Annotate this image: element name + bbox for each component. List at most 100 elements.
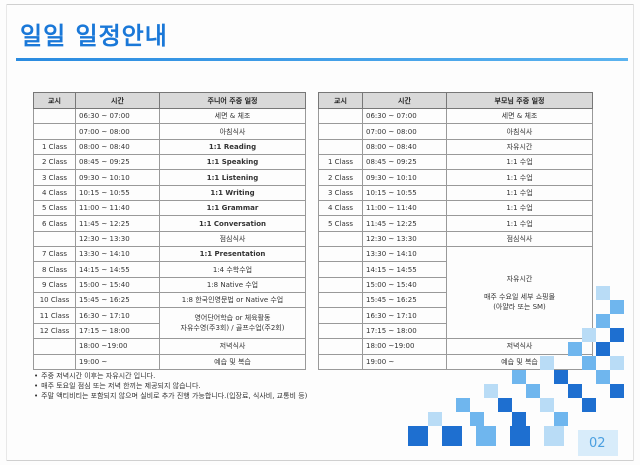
- table-row: 12 Class 17:15 ~ 18:00: [33, 322, 306, 340]
- deco-square: [578, 430, 618, 456]
- activity-cell: 1:1 수업: [446, 169, 593, 186]
- table-header-row: 교시 시간 부모님 주중 일정: [318, 92, 593, 109]
- deco-square: [596, 342, 610, 356]
- frame-left-border: [6, 4, 7, 461]
- deco-square: [408, 426, 428, 446]
- time-cell: 15:00 ~ 15:40: [362, 276, 447, 294]
- deco-square: [596, 286, 610, 300]
- time-cell: 18:00 ~19:00: [362, 338, 447, 355]
- period-cell: [318, 322, 363, 340]
- table-row: 07:00 ~ 08:00 아침식사: [318, 123, 593, 140]
- deco-square: [582, 356, 596, 370]
- deco-square: [554, 412, 568, 426]
- period-cell: 9 Class: [33, 276, 76, 294]
- deco-square: [610, 384, 624, 398]
- activity-cell: 1:1 수업: [446, 215, 593, 232]
- time-cell: 14:15 ~ 14:55: [362, 261, 447, 278]
- time-cell: 19:00 ~: [362, 353, 447, 370]
- period-cell: 1 Class: [33, 138, 76, 156]
- deco-square: [512, 412, 526, 426]
- header-time: 시간: [75, 92, 160, 109]
- time-cell: 08:00 ~ 08:40: [362, 138, 447, 156]
- time-cell: 13:30 ~ 14:10: [362, 246, 447, 263]
- activity-cell: 1:1 수업: [446, 200, 593, 217]
- table-row: 7 Class 13:30 ~ 14:10 1:1 Presentation: [33, 246, 306, 263]
- table-row: 08:00 ~ 08:40 자유시간: [318, 138, 593, 156]
- evening-activity-cell: 영어단어학습 or 체육활동 자유수영(주3회) / 골프수업(주2회): [159, 307, 306, 340]
- junior-schedule-table: 교시 시간 주니어 주중 일정 06:30 ~ 07:00 세면 & 체조 07:…: [33, 92, 306, 370]
- deco-square: [610, 356, 624, 370]
- time-cell: 11:00 ~ 11:40: [362, 200, 447, 217]
- time-cell: 08:45 ~ 09:25: [362, 154, 447, 171]
- table-row: 5 Class 11:45 ~ 12:25 1:1 수업: [318, 215, 593, 232]
- time-cell: 17:15 ~ 18:00: [362, 322, 447, 340]
- deco-square: [596, 370, 610, 384]
- deco-square: [568, 384, 582, 398]
- time-cell: 06:30 ~ 07:00: [362, 107, 447, 125]
- deco-square: [582, 398, 596, 412]
- period-cell: 2 Class: [318, 169, 363, 186]
- table-row: 06:30 ~ 07:00 세면 & 체조: [318, 107, 593, 125]
- table-row: 12:30 ~ 13:30 점심식사: [318, 230, 593, 248]
- period-cell: 4 Class: [318, 200, 363, 217]
- free-time-note-line1: 매주 수요일 세부 쇼핑몰: [483, 292, 556, 301]
- table-row: 1 Class 08:45 ~ 09:25 1:1 수업: [318, 154, 593, 171]
- evening-activity-line2: 자유수영(주3회) / 골프수업(주2회): [180, 324, 285, 333]
- table-row: 06:30 ~ 07:00 세면 & 체조: [33, 107, 306, 125]
- period-cell: 4 Class: [33, 184, 76, 202]
- deco-square: [476, 426, 496, 446]
- time-cell: 16:30 ~ 17:10: [362, 307, 447, 324]
- deco-square: [582, 328, 596, 342]
- activity-cell: 1:1 수업: [446, 154, 593, 171]
- time-cell: 15:45 ~ 16:25: [75, 292, 160, 309]
- activity-cell: 1:8 한국인영문법 or Native 수업: [159, 292, 306, 309]
- period-cell: 5 Class: [318, 215, 363, 232]
- time-cell: 10:15 ~ 10:55: [362, 184, 447, 202]
- free-time-cell: 자유시간 매주 수요일 세부 쇼핑몰 (아얄라 또는 SM): [446, 246, 593, 340]
- header-schedule: 주니어 주중 일정: [159, 92, 306, 109]
- header-schedule: 부모님 주중 일정: [446, 92, 593, 109]
- period-cell: 3 Class: [318, 184, 363, 202]
- deco-square: [512, 370, 526, 384]
- period-cell: [318, 107, 363, 125]
- table-row: 3 Class 10:15 ~ 10:55 1:1 수업: [318, 184, 593, 202]
- activity-cell: 1:1 Listening: [159, 169, 306, 186]
- activity-cell: 예습 및 복습: [446, 353, 593, 370]
- period-cell: [33, 230, 76, 248]
- title-underline: [16, 58, 628, 61]
- time-cell: 15:00 ~ 15:40: [75, 276, 160, 294]
- activity-cell: 1:1 Presentation: [159, 246, 306, 263]
- table-row: 12:30 ~ 13:30 점심식사: [33, 230, 306, 248]
- time-cell: 19:00 ~: [75, 353, 160, 370]
- deco-square: [456, 398, 470, 412]
- table-row: 4 Class 11:00 ~ 11:40 1:1 수업: [318, 200, 593, 217]
- activity-cell: 세면 & 체조: [159, 107, 306, 125]
- time-cell: 14:15 ~ 14:55: [75, 261, 160, 278]
- period-cell: [318, 276, 363, 294]
- deco-square: [610, 300, 624, 314]
- table-row: 18:00 ~19:00 저녁식사: [318, 338, 593, 355]
- activity-cell: 세면 & 체조: [446, 107, 593, 125]
- deco-square: [540, 398, 554, 412]
- deco-square: [544, 426, 564, 446]
- table-row: 2 Class 09:30 ~ 10:10 1:1 수업: [318, 169, 593, 186]
- deco-square: [442, 426, 462, 446]
- period-cell: 8 Class: [33, 261, 76, 278]
- period-cell: [33, 353, 76, 370]
- table-row: 3 Class 09:30 ~ 10:10 1:1 Listening: [33, 169, 306, 186]
- time-cell: 12:30 ~ 13:30: [75, 230, 160, 248]
- time-cell: 07:00 ~ 08:00: [362, 123, 447, 140]
- deco-square: [540, 356, 554, 370]
- time-cell: 18:00 ~19:00: [75, 338, 160, 355]
- deco-square: [428, 412, 442, 426]
- frame-right-border: [633, 4, 634, 461]
- table-row: 11 Class 16:30 ~ 17:10 영어단어학습 or 체육활동 자유수…: [33, 307, 306, 340]
- time-cell: 12:30 ~ 13:30: [362, 230, 447, 248]
- activity-cell: 자유시간: [446, 138, 593, 156]
- period-cell: 7 Class: [33, 246, 76, 263]
- deco-square: [498, 398, 512, 412]
- page-title: 일일 일정안내: [20, 22, 168, 50]
- notes-list: 주중 저녁시간 이후는 자유시간 입니다. 매주 토요일 점심 또는 저녁 한끼…: [34, 371, 307, 401]
- table-row: 1 Class 08:00 ~ 08:40 1:1 Reading: [33, 138, 306, 156]
